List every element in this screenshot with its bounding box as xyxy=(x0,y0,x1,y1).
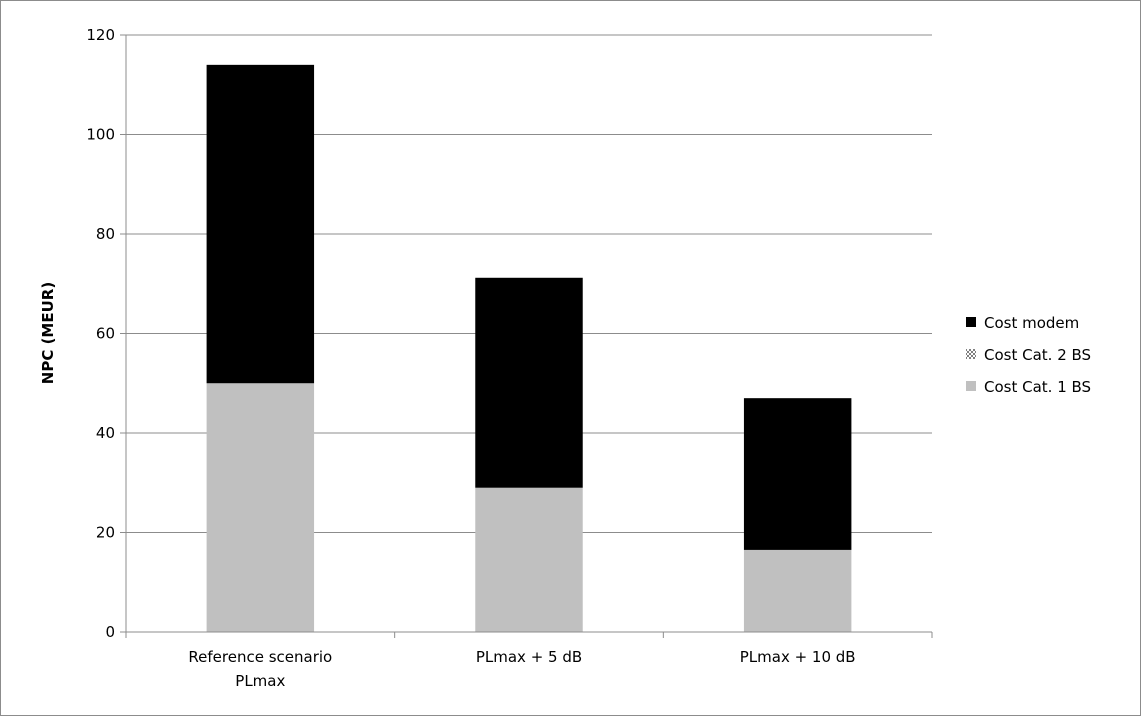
bar-segment-cost-cat-1-bs xyxy=(475,487,583,632)
y-tick-label: 120 xyxy=(86,26,115,44)
y-tick-label: 60 xyxy=(96,325,115,343)
y-axis-title: NPC (MEUR) xyxy=(39,282,57,384)
legend-swatch xyxy=(966,381,976,391)
y-tick-label: 80 xyxy=(96,225,115,243)
legend-item: Cost Cat. 2 BS xyxy=(966,346,1091,364)
legend: Cost modem Cost Cat. 2 BS Cost Cat. 1 BS xyxy=(966,314,1091,396)
y-tick-labels: 0 20 40 60 80 100 120 xyxy=(86,26,115,641)
y-tick-label: 40 xyxy=(96,424,115,442)
bar-segment-cost-modem xyxy=(206,64,315,384)
bar-segment-cost-cat-1-bs xyxy=(206,383,315,632)
x-category-label: PLmax + 5 dB xyxy=(476,648,582,666)
y-tick-label: 20 xyxy=(96,524,115,542)
bar-segment-cost-cat-1-bs xyxy=(743,549,852,632)
x-category-label: Reference scenario PLmax xyxy=(188,648,332,690)
legend-item: Cost Cat. 1 BS xyxy=(966,378,1091,396)
x-category-labels: Reference scenario PLmax PLmax + 5 dB PLmax… xyxy=(188,648,855,690)
bar-segment-cost-modem xyxy=(475,277,583,488)
legend-swatch xyxy=(966,349,976,359)
legend-swatch xyxy=(966,317,976,327)
legend-label: Cost modem xyxy=(984,314,1079,332)
y-tick-label: 0 xyxy=(105,623,115,641)
y-tick-label: 100 xyxy=(86,126,115,144)
legend-label: Cost Cat. 1 BS xyxy=(984,378,1091,396)
axes xyxy=(120,34,933,638)
bars xyxy=(206,64,852,632)
bar-segment-cost-modem xyxy=(743,398,852,550)
legend-item: Cost modem xyxy=(966,314,1079,332)
legend-label: Cost Cat. 2 BS xyxy=(984,346,1091,364)
x-category-label: PLmax + 10 dB xyxy=(740,648,856,666)
